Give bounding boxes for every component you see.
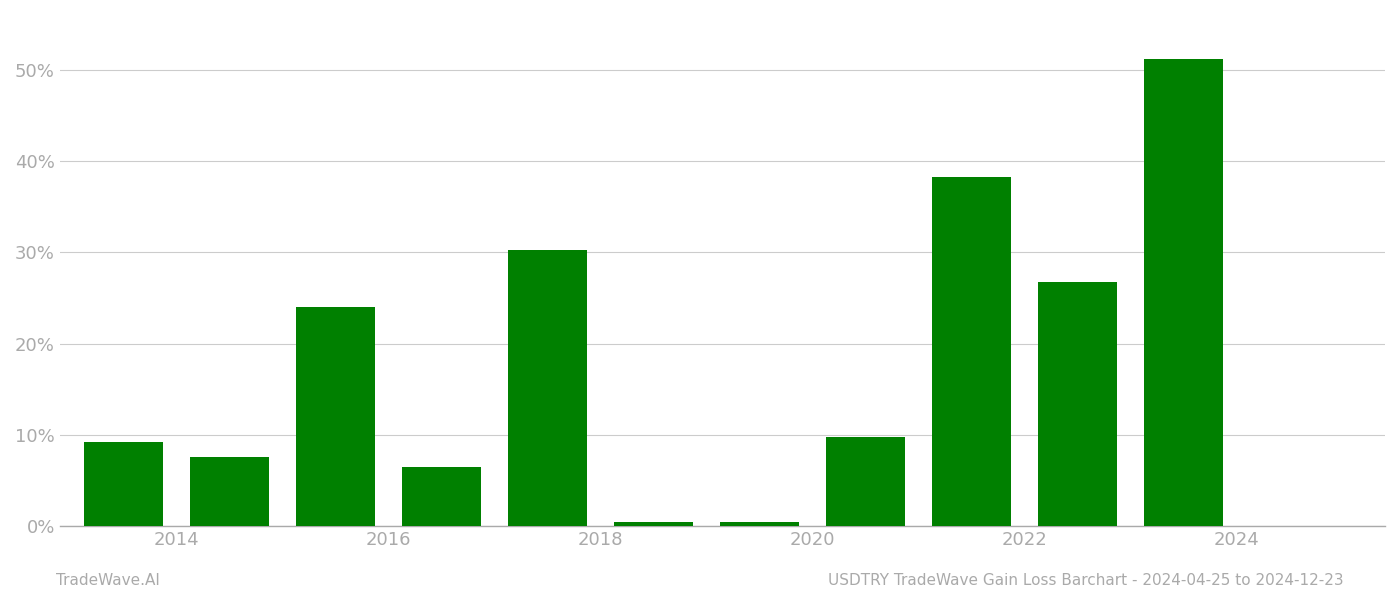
Bar — [720, 521, 799, 526]
Bar — [508, 250, 587, 526]
Bar — [932, 178, 1011, 526]
Bar — [84, 442, 164, 526]
Bar — [189, 457, 269, 526]
Bar — [826, 437, 906, 526]
Bar — [402, 467, 482, 526]
Bar — [295, 307, 375, 526]
Bar — [1144, 59, 1224, 526]
Bar — [1037, 281, 1117, 526]
Text: USDTRY TradeWave Gain Loss Barchart - 2024-04-25 to 2024-12-23: USDTRY TradeWave Gain Loss Barchart - 20… — [829, 573, 1344, 588]
Bar — [613, 521, 693, 526]
Text: TradeWave.AI: TradeWave.AI — [56, 573, 160, 588]
